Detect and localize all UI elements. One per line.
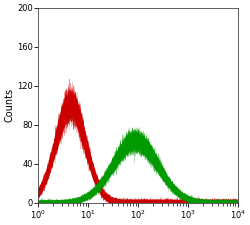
Y-axis label: Counts: Counts (4, 88, 14, 122)
